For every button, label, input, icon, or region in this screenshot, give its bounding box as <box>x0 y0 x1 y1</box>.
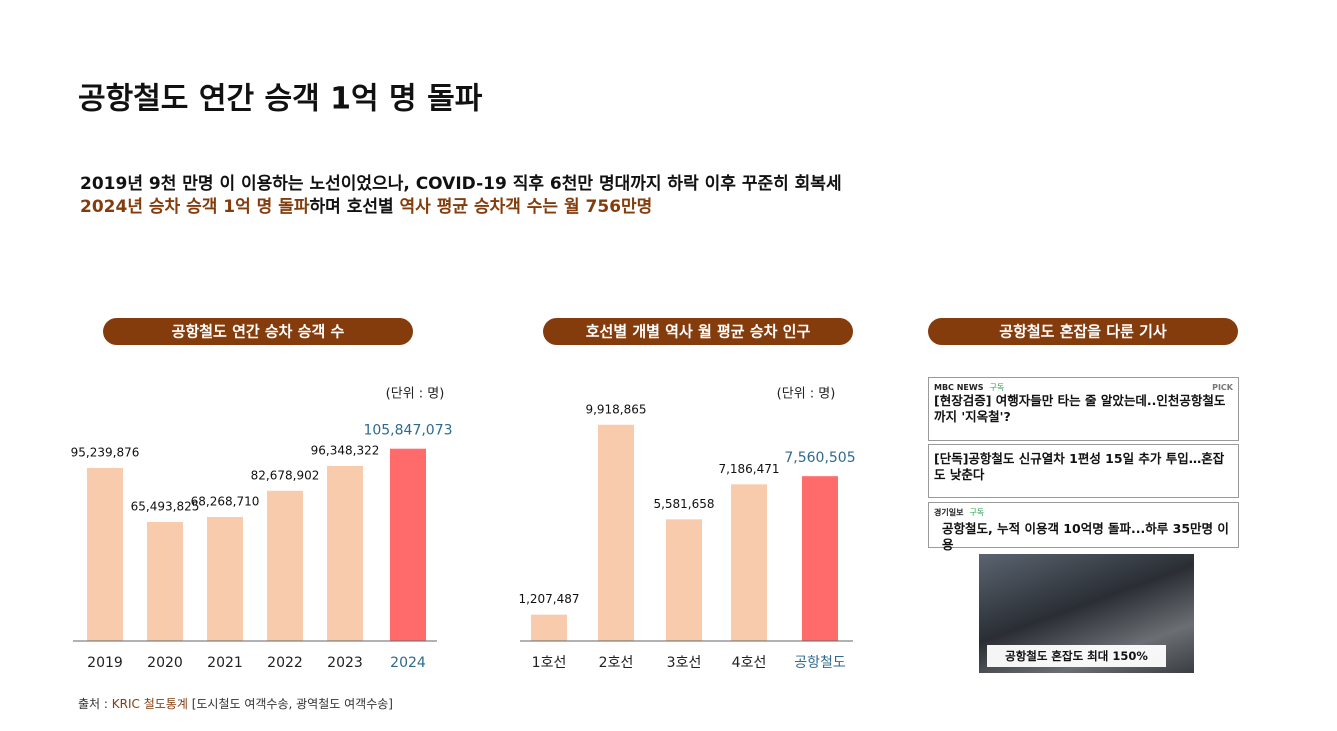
article-source: MBC NEWS <box>934 382 984 392</box>
chart-title-pill-text: 호선별 개별 역사 월 평균 승차 인구 <box>586 323 811 341</box>
slide-title: 공항철도 연간 승객 1억 명 돌파 <box>78 82 483 117</box>
article-headline: [현장검증] 여행자들만 타는 줄 알았는데..인천공항철도까지 '지옥철'? <box>934 393 1226 424</box>
summary-line-part: 2019년 9천 만명 이 이용하는 노선이었으나, COVID-19 직후 6… <box>80 173 842 194</box>
x-tick-label: 3호선 <box>667 655 702 671</box>
article-headline: [단독]공항철도 신규열차 1편성 15일 추가 투입…혼잡도 낮춘다 <box>934 451 1225 482</box>
article-headline: 공항철도, 누적 이용객 10억명 돌파...하루 35만명 이용 <box>942 521 1229 552</box>
x-tick-label: 공항철도 <box>794 655 846 671</box>
bar <box>598 424 634 641</box>
value-label: 95,239,876 <box>71 445 140 459</box>
bar <box>531 614 567 641</box>
news-article: MBC NEWS 구독 PICK [현장검증] 여행자들만 타는 줄 알았는데..인천… <box>928 377 1239 441</box>
bar <box>147 522 183 641</box>
x-tick-label: 4호선 <box>732 655 767 671</box>
unit-label: (단위 : 명) <box>777 387 836 402</box>
bar <box>87 467 123 641</box>
article-source: 경기일보 <box>934 507 964 517</box>
x-tick-label: 2020 <box>147 655 183 671</box>
news-title-pill-text: 공항철도 혼잡을 다룬 기사 <box>999 323 1167 341</box>
value-label: 7,186,471 <box>718 462 779 476</box>
summary-line-part: 역사 평균 승차객 수는 월 756만명 <box>400 197 653 217</box>
chart-title-pill <box>543 318 853 345</box>
source-note-part: KRIC 철도통계 <box>112 697 188 711</box>
news-article: [단독]공항철도 신규열차 1편성 15일 추가 투입…혼잡도 낮춘다 <box>928 444 1239 498</box>
value-label: 68,268,710 <box>191 494 260 508</box>
article-header: 경기일보 구독 <box>934 506 1233 518</box>
x-tick-label: 2024 <box>390 655 426 671</box>
value-label: 65,493,825 <box>131 500 200 514</box>
x-tick-label: 2022 <box>267 655 303 671</box>
value-label: 7,560,505 <box>784 450 855 466</box>
chart-title-pill <box>103 318 413 345</box>
bar <box>390 448 426 641</box>
value-label: 105,847,073 <box>363 423 452 439</box>
bar <box>802 476 838 641</box>
article-badge: PICK <box>1212 382 1233 392</box>
source-note-part: 출처 : <box>78 697 112 711</box>
value-label: 5,581,658 <box>653 497 714 511</box>
x-tick-label: 2021 <box>207 655 243 671</box>
photo-caption: 공항철도 혼잡도 최대 150% <box>987 645 1166 667</box>
bar <box>207 516 243 641</box>
summary-line: 2024년 승차 승객 1억 명 돌파하며 호선별 역사 평균 승차객 수는 월… <box>80 197 652 217</box>
article-header: MBC NEWS 구독 PICK <box>934 381 1233 393</box>
source-note: 출처 : KRIC 철도통계 [도시철도 여객수송, 광역철도 여객수송] <box>78 697 393 711</box>
value-label: 82,678,902 <box>251 468 320 482</box>
x-tick-label: 2호선 <box>599 655 634 671</box>
value-label: 96,348,322 <box>311 443 380 457</box>
news-photo: 공항철도 혼잡도 최대 150% <box>979 554 1194 673</box>
value-label: 1,207,487 <box>518 592 579 606</box>
summary-line-part: 2024년 승차 승객 1억 명 돌파 <box>80 197 310 217</box>
bar <box>327 465 363 641</box>
x-tick-label: 1호선 <box>532 655 567 671</box>
chart-title-pill-text: 공항철도 연간 승차 승객 수 <box>172 323 345 341</box>
subscribe-label: 구독 <box>969 507 985 517</box>
bar <box>731 484 767 641</box>
x-tick-label: 2019 <box>87 655 123 671</box>
bar <box>267 490 303 641</box>
unit-label: (단위 : 명) <box>386 387 445 402</box>
news-title-pill <box>928 318 1238 345</box>
source-note-part: [도시철도 여객수송, 광역철도 여객수송] <box>188 697 393 711</box>
summary-line-part: 하며 호선별 <box>310 197 400 217</box>
value-label: 9,918,865 <box>585 402 646 416</box>
subscribe-label: 구독 <box>989 382 1005 392</box>
bar <box>666 519 702 641</box>
x-tick-label: 2023 <box>327 655 363 671</box>
summary-line: 2019년 9천 만명 이 이용하는 노선이었으나, COVID-19 직후 6… <box>80 173 842 194</box>
